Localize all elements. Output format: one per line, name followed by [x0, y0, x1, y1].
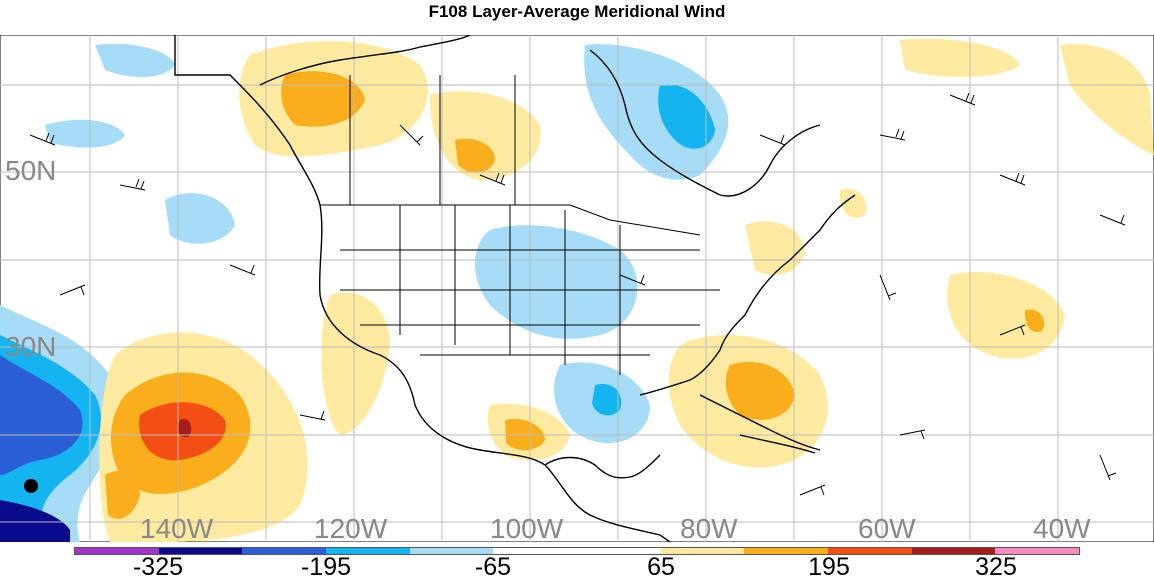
colorbar-segment	[828, 548, 912, 554]
colorbar-segment	[744, 548, 829, 554]
negative-shading	[0, 43, 729, 542]
colorbar-segment	[995, 548, 1080, 554]
lon-label-40w: 40W	[1033, 513, 1091, 544]
colorbar-segment	[75, 548, 159, 554]
lat-label-50n: 50N	[5, 155, 57, 186]
colorbar-segment	[660, 548, 745, 554]
station-marker	[24, 479, 38, 493]
lon-label-140w: 140W	[140, 513, 214, 544]
map-title: F108 Layer-Average Meridional Wind	[428, 2, 726, 21]
colorbar	[74, 547, 1080, 555]
colorbar-segment	[911, 548, 996, 554]
coastlines	[174, 35, 856, 542]
wind-map	[0, 35, 1154, 542]
colorbar-segment	[409, 548, 494, 554]
colorbar-segment	[242, 548, 327, 554]
colorbar-label: -195	[300, 553, 352, 581]
colorbar-segment	[158, 548, 243, 554]
wind-barbs	[29, 92, 1126, 496]
political-borders	[320, 75, 720, 375]
colorbar-label: -65	[474, 553, 512, 581]
lon-label-100w: 100W	[490, 513, 564, 544]
lon-label-80w: 80W	[680, 513, 738, 544]
colorbar-label: 65	[647, 553, 675, 581]
colorbar-segment	[326, 548, 410, 554]
colorbar-label: 195	[808, 553, 850, 581]
lon-label-120w: 120W	[314, 513, 388, 544]
grid-lines	[0, 35, 1154, 542]
colorbar-segment	[577, 548, 661, 554]
colorbar-label: 325	[975, 553, 1017, 581]
colorbar-segment	[493, 548, 578, 554]
positive-shading	[99, 38, 1154, 542]
lat-label-30n: 30N	[5, 331, 57, 362]
lon-label-60w: 60W	[858, 513, 916, 544]
colorbar-label: -325	[132, 553, 184, 581]
